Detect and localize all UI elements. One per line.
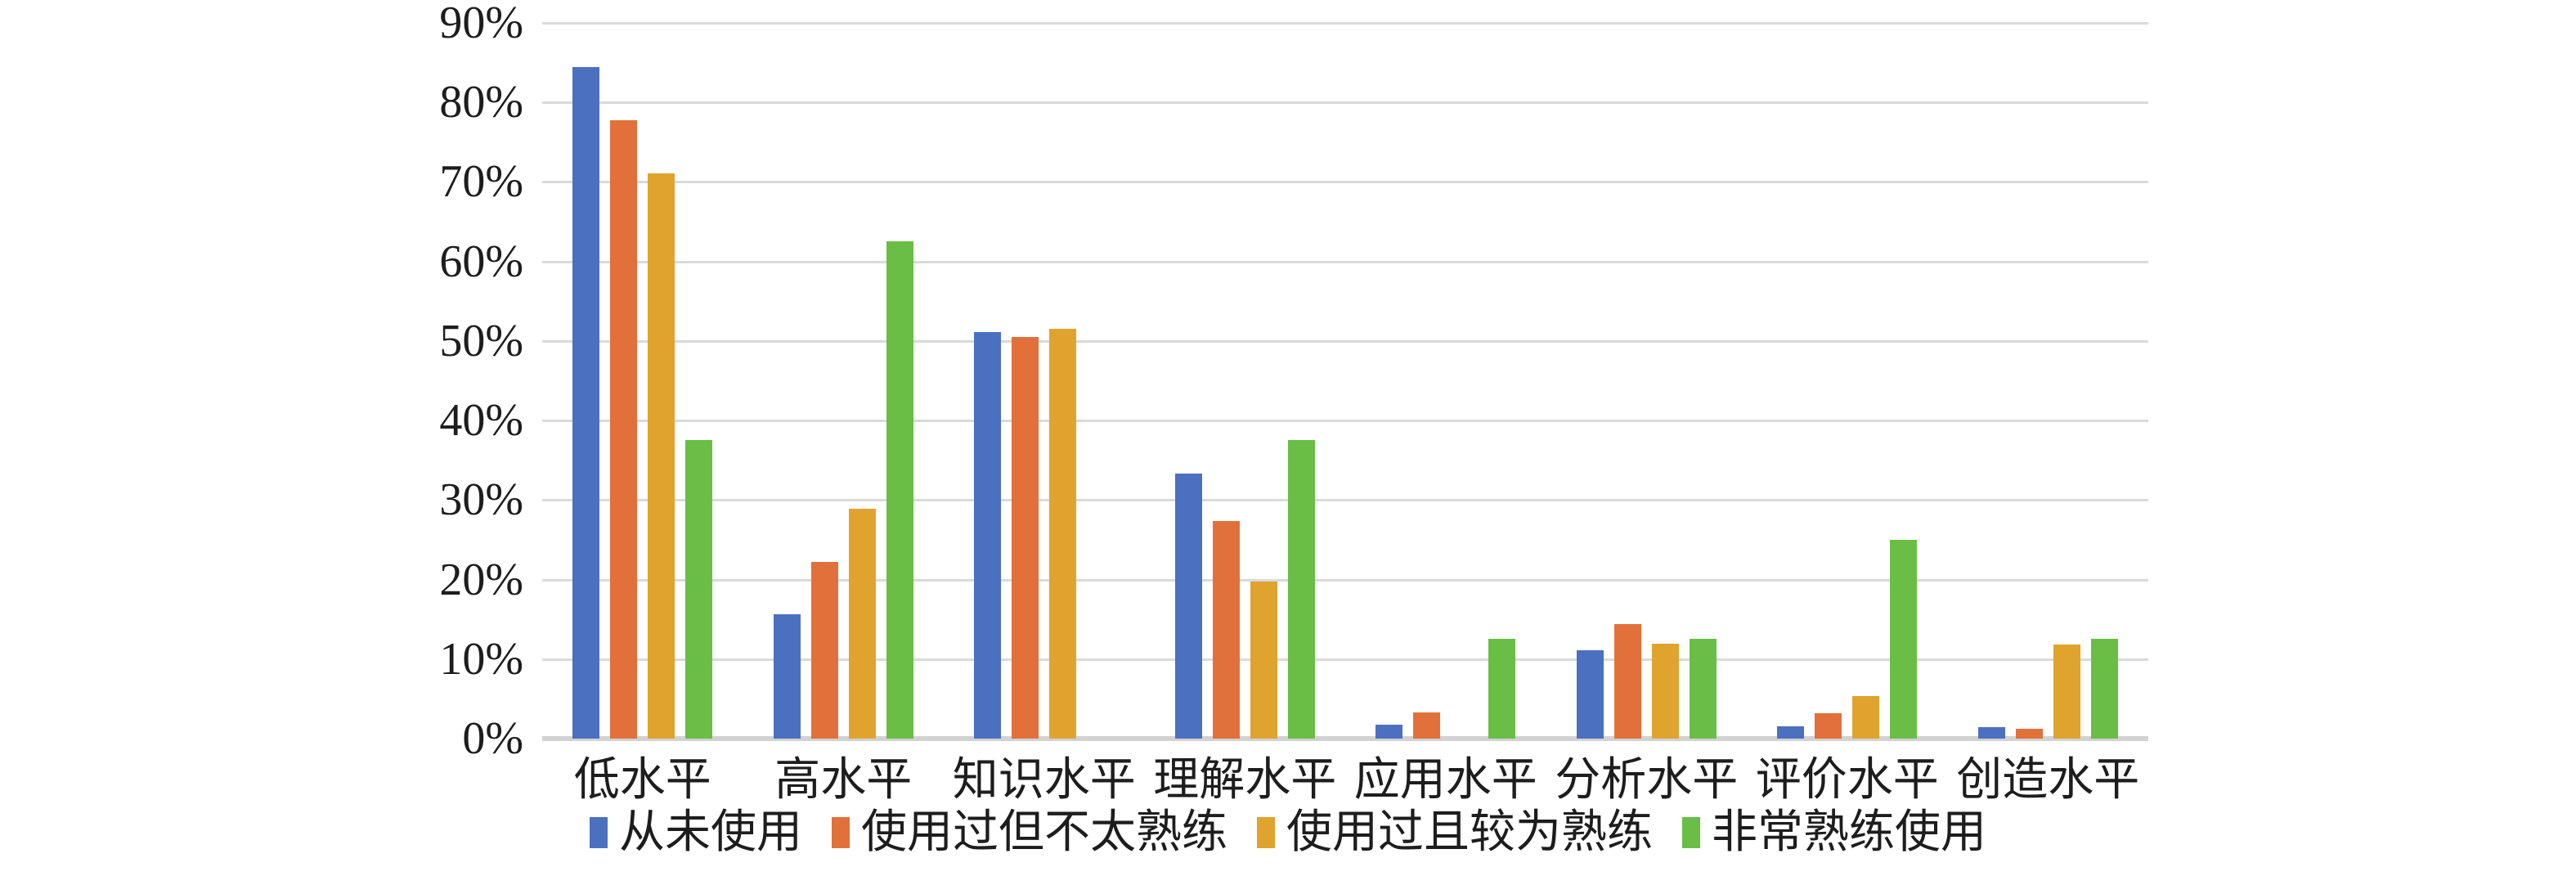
legend-label: 使用过但不太熟练 bbox=[861, 807, 1227, 858]
bar-series4-低水平 bbox=[685, 440, 713, 739]
chart-legend: 从未使用 使用过但不太熟练 使用过且较为熟练 非常熟练使用 bbox=[0, 810, 2576, 856]
plot-area bbox=[542, 22, 2148, 741]
legend-item-series1: 从未使用 bbox=[590, 810, 802, 856]
gridline bbox=[542, 499, 2148, 502]
bar-series1-低水平 bbox=[572, 67, 600, 739]
gridline bbox=[542, 260, 2148, 263]
bar-series4-分析水平 bbox=[1689, 639, 1717, 739]
bar-series4-高水平 bbox=[886, 241, 913, 739]
y-tick-label: 50% bbox=[439, 315, 523, 366]
bar-series2-分析水平 bbox=[1613, 624, 1641, 739]
gridline bbox=[542, 578, 2148, 582]
bar-series1-应用水平 bbox=[1376, 724, 1403, 739]
bar-series2-应用水平 bbox=[1413, 712, 1441, 739]
x-category-label: 理解水平 bbox=[1153, 755, 1337, 806]
legend-label: 从未使用 bbox=[619, 807, 802, 858]
legend-label: 使用过且较为熟练 bbox=[1286, 807, 1653, 858]
x-category-label: 知识水平 bbox=[952, 755, 1136, 806]
bar-series1-高水平 bbox=[773, 614, 801, 739]
y-tick-label: 0% bbox=[462, 713, 523, 764]
bar-series2-创造水平 bbox=[2015, 729, 2043, 739]
x-category-label: 分析水平 bbox=[1555, 755, 1739, 806]
bar-series2-理解水平 bbox=[1212, 520, 1240, 739]
y-tick-label: 60% bbox=[439, 236, 523, 287]
y-tick-label: 80% bbox=[439, 77, 523, 128]
gridline bbox=[542, 658, 2148, 661]
bar-series1-分析水平 bbox=[1576, 650, 1604, 739]
legend-item-series3: 使用过且较为熟练 bbox=[1257, 810, 1653, 856]
gridline bbox=[542, 22, 2148, 25]
y-tick-label: 20% bbox=[439, 554, 523, 605]
bar-series1-理解水平 bbox=[1174, 474, 1202, 739]
x-category-label: 应用水平 bbox=[1353, 755, 1537, 806]
gridline bbox=[542, 339, 2148, 343]
x-category-label: 创造水平 bbox=[1956, 755, 2140, 806]
bar-series4-创造水平 bbox=[2090, 639, 2118, 739]
y-tick-label: 10% bbox=[439, 633, 523, 685]
bar-series1-创造水平 bbox=[1977, 727, 2005, 739]
bar-series2-评价水平 bbox=[1815, 712, 1842, 739]
bar-series2-高水平 bbox=[810, 562, 838, 739]
legend-item-series4: 非常熟练使用 bbox=[1682, 810, 1986, 856]
x-category-label: 低水平 bbox=[573, 755, 711, 806]
x-category-label: 评价水平 bbox=[1755, 755, 1939, 806]
bar-series3-低水平 bbox=[648, 173, 675, 739]
legend-label: 非常熟练使用 bbox=[1712, 807, 1986, 858]
legend-swatch-icon bbox=[832, 817, 850, 848]
bar-series3-高水平 bbox=[848, 509, 876, 739]
legend-item-series2: 使用过但不太熟练 bbox=[832, 810, 1227, 856]
bar-series4-理解水平 bbox=[1287, 440, 1315, 739]
legend-swatch-icon bbox=[590, 817, 608, 848]
gridline bbox=[542, 101, 2148, 105]
bar-series3-分析水平 bbox=[1651, 644, 1679, 739]
bar-series1-知识水平 bbox=[974, 332, 1002, 739]
y-tick-label: 90% bbox=[439, 0, 523, 48]
gridline bbox=[542, 181, 2148, 184]
gridline bbox=[542, 420, 2148, 423]
legend-swatch-icon bbox=[1682, 817, 1700, 848]
bar-series2-知识水平 bbox=[1012, 337, 1039, 739]
y-tick-label: 30% bbox=[439, 474, 523, 526]
y-tick-label: 70% bbox=[439, 156, 523, 208]
bar-series3-创造水平 bbox=[2053, 645, 2080, 739]
legend-swatch-icon bbox=[1257, 817, 1275, 848]
bar-series3-理解水平 bbox=[1250, 581, 1277, 739]
bar-series3-评价水平 bbox=[1852, 696, 1880, 739]
y-tick-label: 40% bbox=[439, 395, 523, 447]
bar-series3-知识水平 bbox=[1049, 329, 1077, 739]
x-category-label: 高水平 bbox=[774, 755, 913, 806]
bar-series2-低水平 bbox=[610, 119, 638, 739]
bar-series1-评价水平 bbox=[1777, 726, 1805, 739]
x-axis-line bbox=[542, 736, 2148, 741]
bar-series4-评价水平 bbox=[1890, 539, 1918, 739]
bar-series4-应用水平 bbox=[1488, 639, 1516, 739]
